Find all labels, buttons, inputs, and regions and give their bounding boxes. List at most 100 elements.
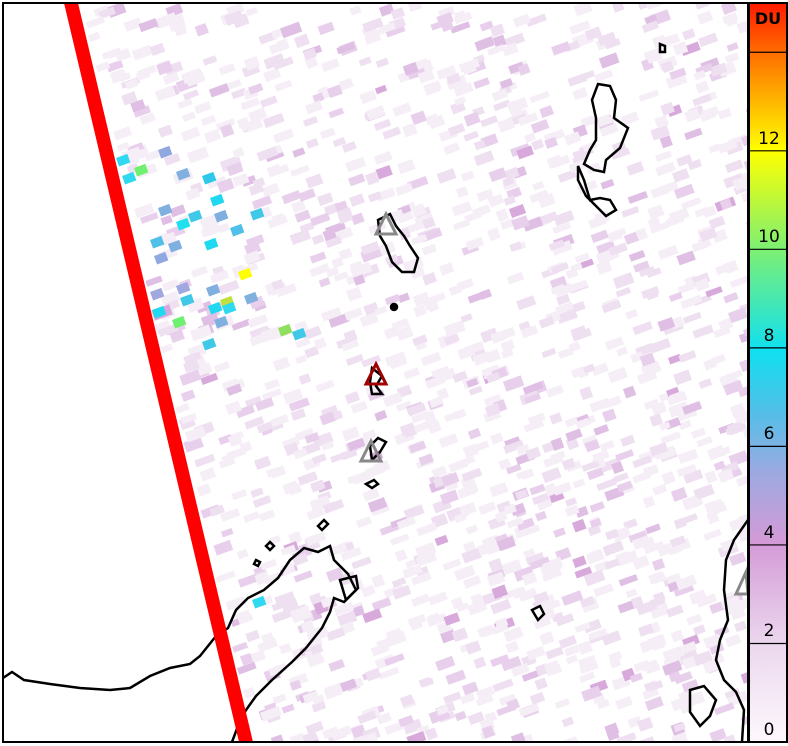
so2-pixel: [492, 678, 514, 693]
so2-pixel-high: [149, 235, 165, 249]
so2-pixel-high: [171, 315, 187, 329]
so2-pixel: [454, 512, 467, 524]
so2-pixel: [184, 425, 207, 443]
so2-pixel: [601, 299, 622, 314]
so2-pixel: [684, 496, 701, 511]
so2-pixel: [712, 353, 726, 365]
so2-pixel: [573, 3, 593, 17]
so2-pixel: [244, 395, 263, 408]
so2-pixel: [541, 599, 561, 612]
so2-pixel: [564, 644, 580, 657]
so2-pixel: [168, 18, 187, 33]
so2-pixel: [156, 12, 178, 29]
so2-pixel: [453, 564, 476, 582]
so2-pixel: [379, 22, 396, 34]
colorbar: [748, 2, 788, 743]
so2-pixel: [723, 292, 739, 304]
so2-pixel: [646, 3, 663, 10]
so2-pixel: [292, 147, 306, 158]
so2-pixel: [529, 483, 546, 496]
so2-pixel: [673, 583, 695, 597]
so2-pixel: [521, 669, 542, 682]
so2-pixel: [282, 480, 300, 495]
so2-pixel: [698, 32, 719, 48]
so2-pixel: [659, 135, 673, 149]
so2-pixel: [391, 577, 407, 588]
so2-pixel: [717, 107, 732, 120]
so2-pixel: [317, 21, 335, 36]
so2-pixel: [395, 325, 414, 341]
so2-pixel: [361, 584, 376, 598]
so2-pixel: [406, 402, 427, 417]
so2-pixel: [145, 275, 163, 287]
so2-pixel: [534, 510, 548, 522]
so2-pixel: [220, 527, 234, 538]
so2-pixel: [310, 212, 331, 227]
coastline-island-north: [582, 82, 630, 174]
so2-pixel: [725, 16, 739, 27]
so2-pixel: [548, 239, 565, 251]
so2-pixel: [701, 105, 720, 120]
so2-pixel: [702, 659, 718, 674]
so2-pixel: [340, 547, 362, 561]
so2-pixel: [202, 55, 218, 66]
so2-pixel: [476, 188, 494, 203]
so2-pixel: [351, 556, 372, 570]
so2-pixel: [632, 455, 653, 469]
so2-pixel: [481, 725, 496, 739]
so2-pixel: [463, 540, 476, 552]
so2-pixel: [578, 658, 595, 673]
coastline-island-center: [376, 212, 420, 274]
so2-pixel-high: [167, 239, 183, 253]
so2-pixel: [503, 503, 517, 515]
so2-pixel: [465, 640, 482, 655]
so2-pixel: [259, 706, 282, 722]
so2-pixel-layer: [85, 3, 748, 742]
so2-pixel: [126, 155, 140, 166]
so2-pixel: [321, 307, 342, 322]
so2-pixel: [357, 710, 377, 725]
so2-pixel: [157, 124, 173, 138]
so2-pixel: [561, 590, 584, 606]
so2-pixel: [410, 233, 428, 246]
coastline-islet-south: [363, 478, 380, 490]
so2-pixel: [406, 731, 427, 742]
so2-pixel: [95, 61, 111, 73]
so2-pixel-high: [222, 301, 237, 315]
so2-pixel: [180, 412, 197, 425]
so2-pixel: [160, 290, 181, 307]
so2-pixel: [208, 83, 230, 98]
so2-pixel-high: [133, 163, 149, 177]
so2-pixel: [450, 21, 471, 34]
so2-pixel: [294, 427, 315, 442]
so2-pixel: [408, 440, 427, 454]
so2-pixel: [177, 98, 193, 109]
so2-pixel: [362, 17, 384, 33]
so2-pixel: [443, 333, 460, 346]
so2-pixel: [611, 526, 632, 542]
colorbar-tick-label: 0: [763, 720, 775, 740]
so2-pixel: [468, 440, 490, 454]
so2-pixel: [279, 642, 292, 655]
so2-pixel: [654, 150, 673, 162]
so2-pixel: [169, 204, 186, 218]
so2-pixel: [382, 126, 402, 140]
so2-pixel: [375, 164, 393, 180]
so2-pixel: [412, 67, 426, 79]
so2-pixel: [581, 460, 600, 472]
so2-pixel: [309, 263, 330, 278]
so2-pixel: [209, 504, 225, 517]
so2-pixel: [225, 595, 247, 611]
so2-pixel: [304, 432, 320, 444]
so2-pixel: [635, 599, 658, 616]
so2-pixel: [430, 513, 449, 529]
so2-pixel: [593, 583, 614, 598]
so2-pixel: [230, 87, 247, 100]
so2-pixel: [349, 5, 362, 16]
so2-pixel: [669, 535, 686, 548]
colorbar-tick-label: 4: [763, 522, 775, 543]
so2-pixel: [330, 725, 353, 741]
so2-pixel: [480, 115, 499, 128]
so2-pixel-high: [202, 337, 217, 351]
so2-pixel: [687, 158, 703, 171]
